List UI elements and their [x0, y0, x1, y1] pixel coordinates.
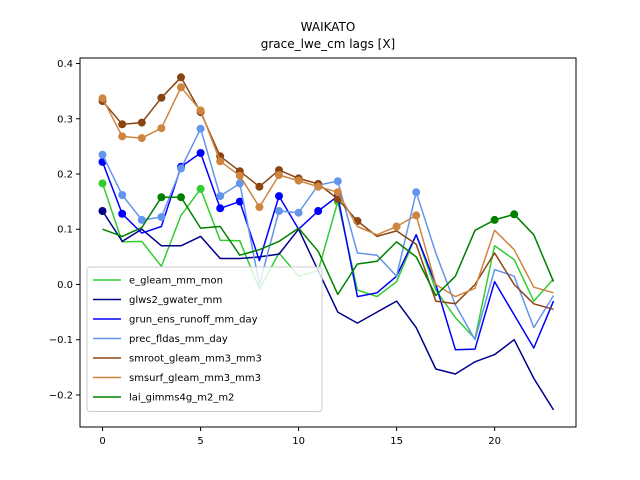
data-point: [275, 171, 283, 180]
data-point: [98, 94, 107, 103]
data-point: [118, 209, 127, 218]
y-tick-label: 0.2: [57, 170, 73, 181]
data-point: [196, 149, 205, 157]
x-axis: 0 5 10 15 20: [99, 427, 501, 447]
data-point: [235, 171, 244, 180]
axes-frame: [79, 57, 577, 428]
data-point: [196, 124, 205, 133]
series-e_gleam_mm_mon: [98, 179, 555, 340]
y-tick-label: 0.3: [57, 114, 73, 125]
data-point: [294, 176, 303, 185]
data-point: [177, 83, 185, 92]
series-smsurf_gleam_mm3_mm3: [98, 83, 554, 298]
data-point: [157, 213, 166, 222]
data-point: [235, 197, 244, 206]
data-point: [196, 106, 205, 115]
data-point: [333, 188, 342, 197]
series-glws2_gwater_mm: [98, 207, 555, 411]
data-point: [255, 182, 264, 191]
data-point: [196, 184, 205, 193]
data-point: [157, 193, 166, 202]
data-point: [118, 132, 127, 141]
data-point: [98, 150, 107, 159]
data-point: [333, 177, 342, 186]
data-point: [216, 192, 225, 201]
chart-title: WAIKATO: [301, 20, 356, 34]
series-line-glws2_gwater_mm: [101, 210, 555, 411]
data-point: [490, 215, 499, 224]
x-tick-label: 20: [488, 436, 501, 447]
data-point: [177, 164, 185, 173]
data-point: [137, 118, 146, 127]
y-tick-label: −0.1: [49, 335, 73, 346]
data-point: [275, 207, 283, 215]
series-line-e_gleam_mm_mon: [101, 183, 555, 340]
data-point: [510, 210, 519, 219]
data-point: [392, 222, 401, 231]
legend-label: grun_ens_runoff_mm_day: [129, 315, 258, 326]
data-point: [235, 179, 244, 188]
legend-label: e_gleam_mm_mon: [129, 276, 223, 287]
x-tick-label: 5: [197, 436, 203, 447]
series-lai_gimms4g_m2_m2: [102, 193, 555, 297]
data-point: [255, 203, 264, 212]
data-point: [157, 93, 166, 102]
plot-area: [98, 73, 555, 411]
data-point: [137, 134, 146, 143]
legend-label: prec_fldas_mm_day: [129, 334, 228, 345]
y-tick-label: −0.2: [49, 390, 73, 401]
y-tick-label: 0.0: [57, 280, 73, 291]
chart-subtitle: grace_lwe_cm lags [X]: [261, 37, 395, 51]
legend-box: [86, 266, 323, 412]
legend-label: glws2_gwater_mm: [129, 295, 222, 306]
series-line-smsurf_gleam_mm3_mm3: [101, 86, 554, 298]
data-point: [157, 124, 166, 133]
legend: e_gleam_mm_mon glws2_gwater_mm grun_ens_ru…: [86, 266, 323, 412]
x-tick-label: 0: [99, 436, 105, 447]
data-point: [98, 179, 107, 188]
y-tick-label: 0.1: [57, 225, 73, 236]
data-point: [314, 207, 323, 215]
data-point: [314, 182, 323, 191]
x-tick-label: 10: [292, 436, 305, 447]
x-tick-label: 15: [390, 436, 403, 447]
data-point: [118, 191, 127, 199]
data-point: [294, 208, 303, 217]
data-point: [98, 207, 107, 215]
data-point: [177, 73, 185, 82]
data-point: [412, 211, 421, 220]
data-point: [118, 120, 127, 129]
data-point: [216, 204, 225, 213]
data-point: [412, 188, 421, 197]
legend-label: lai_gimms4g_m2_m2: [129, 393, 234, 404]
legend-label: smsurf_gleam_mm3_mm3: [129, 373, 261, 384]
data-point: [177, 193, 185, 202]
y-tick-label: 0.4: [57, 59, 73, 70]
data-point: [137, 215, 146, 224]
data-point: [275, 192, 283, 201]
y-axis: −0.2 −0.1 0.0 0.1 0.2 0.3 0.4: [49, 59, 80, 401]
series-line-prec_fldas_mm_day: [101, 127, 555, 341]
data-point: [216, 157, 225, 166]
legend-label: smroot_gleam_mm3_mm3: [129, 354, 262, 365]
